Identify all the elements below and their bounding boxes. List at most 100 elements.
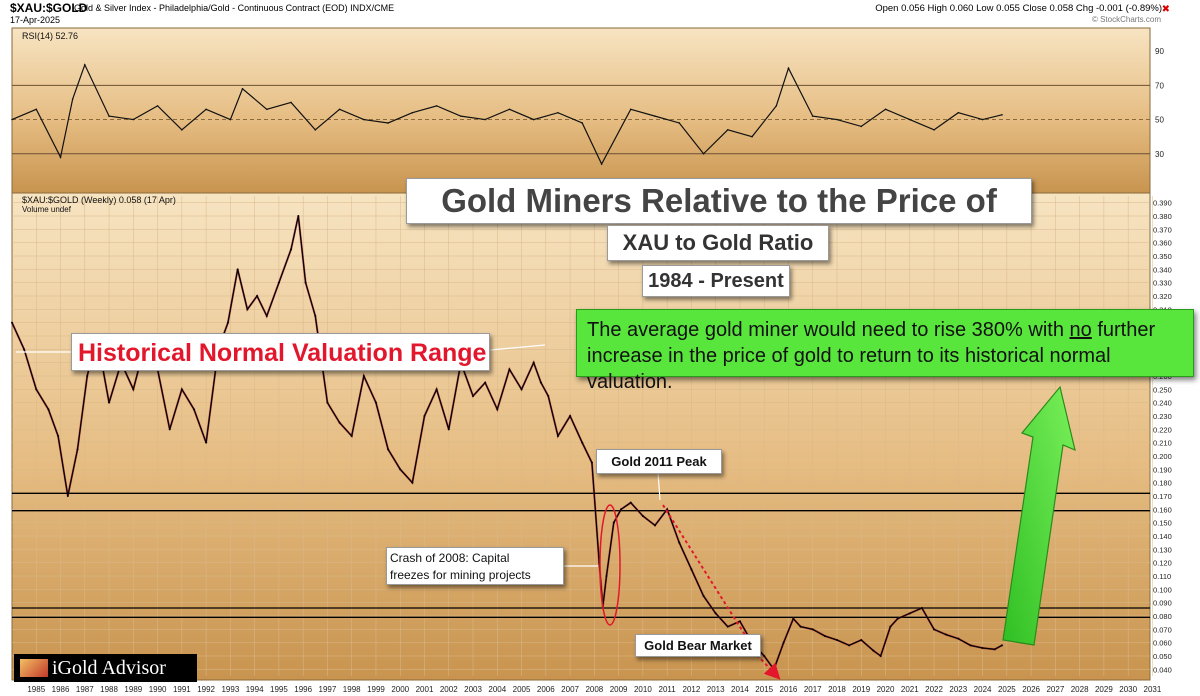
rsi-point [229,118,232,121]
year-tick-label: 1996 [294,685,312,694]
year-tick-label: 2009 [610,685,628,694]
price-point [387,448,390,451]
year-tick-label: 2001 [416,685,434,694]
price-tick-label: 0.050 [1153,652,1172,661]
price-point [860,639,863,641]
x-axis: 1985 1986 1987 1988 1989 1990 1991 1992 1993 1994… [27,685,1162,694]
rsi-point [751,135,753,138]
year-tick-label: 1992 [197,685,215,694]
year-tick-label: 2006 [537,685,555,694]
trademark: © StockCharts.com [1091,15,1161,24]
price-point [726,625,729,628]
rsi-point [775,105,778,107]
price-point [277,281,280,284]
rsi-point [629,108,632,111]
price-point [496,408,499,411]
price-tick-label: 0.090 [1153,599,1172,608]
price-point [581,441,584,444]
igold-advisor-logo: iGold Advisor [14,654,197,682]
price-tick-label: 0.330 [1153,279,1172,288]
price-point [1000,644,1003,647]
year-tick-label: 2021 [901,685,919,694]
rsi-point [654,115,656,117]
bear-market-label: Gold Bear Market [635,634,761,657]
price-point [945,633,948,636]
rsi-point [435,105,438,107]
price-point [532,361,535,364]
price-point [23,348,26,351]
price-point [11,321,13,324]
price-tick-label: 0.250 [1153,385,1172,394]
price-tick-label: 0.190 [1153,465,1172,474]
price-tick-label: 0.210 [1153,439,1172,448]
price-point [908,612,911,615]
year-tick-label: 2017 [804,685,822,694]
price-point [246,308,249,311]
instrument-name: Gold & Silver Index - Philadelphia/Gold … [74,3,395,13]
price-point [612,521,615,524]
price-tick-label: 0.230 [1153,412,1172,421]
price-point [702,595,705,597]
year-tick-label: 1998 [343,685,361,694]
rsi-point [702,152,705,155]
price-point [304,281,307,284]
price-tick-label: 0.070 [1153,625,1172,634]
chart-date-range: 1984 - Present [642,265,790,297]
year-tick-label: 1990 [149,685,167,694]
rsi-tick-label: 50 [1155,116,1164,125]
price-panel-background [11,192,1151,681]
crash-line1: Crash of 2008: Capital [390,551,510,565]
price-tick-label: 0.160 [1153,505,1172,514]
price-point [848,644,851,647]
year-tick-label: 2015 [755,685,773,694]
price-point [981,647,984,649]
price-tick-label: 0.040 [1153,665,1172,674]
year-tick-label: 2029 [1095,685,1113,694]
note-line2: increase in the price of gold to return … [587,345,1111,393]
rsi-point [532,118,535,121]
year-tick-label: 2007 [561,685,579,694]
year-tick-label: 2026 [1022,685,1040,694]
rsi-point [811,115,814,117]
year-tick-label: 1987 [76,685,94,694]
close-icon[interactable]: ✖ [1161,4,1170,15]
year-tick-label: 1993 [221,685,239,694]
rsi-point [108,115,110,117]
rsi-legend: RSI(14) 52.76 [22,31,78,41]
price-tick-label: 0.060 [1153,639,1172,648]
price-point [957,637,960,640]
note-line1-end: further [1097,319,1156,341]
rsi-point [726,129,729,131]
normal-range-leader-right [489,344,546,351]
price-point [314,315,317,317]
price-point [265,315,268,317]
price-point [290,248,293,251]
year-tick-label: 2023 [949,685,967,694]
ohlc-readout: Open 0.056 High 0.060 Low 0.055 Close 0.… [875,3,1162,14]
price-point [326,401,329,404]
price-point [792,617,795,620]
rsi-grid [12,84,1150,155]
rsi-point [836,118,838,121]
price-point [556,435,559,437]
price-tick-label: 0.360 [1153,239,1172,248]
price-tick-label: 0.200 [1153,452,1172,461]
price-legend: $XAU:$GOLD (Weekly) 0.058 (17 Apr) [22,195,176,205]
price-point [76,448,79,451]
price-point [66,495,69,497]
price-point [297,215,300,217]
price-point [933,628,936,631]
price-line [11,215,1003,671]
rsi-point [508,108,511,111]
rsi-point [600,163,603,165]
price-point [993,648,996,651]
price-point [338,421,341,424]
price-tick-label: 0.370 [1153,225,1172,234]
price-point [969,644,972,647]
price-point [57,435,60,437]
year-tick-label: 2012 [683,685,701,694]
price-point [782,641,785,644]
rsi-tick-label: 90 [1155,47,1164,56]
price-point [835,639,838,641]
rsi-point [484,118,486,121]
